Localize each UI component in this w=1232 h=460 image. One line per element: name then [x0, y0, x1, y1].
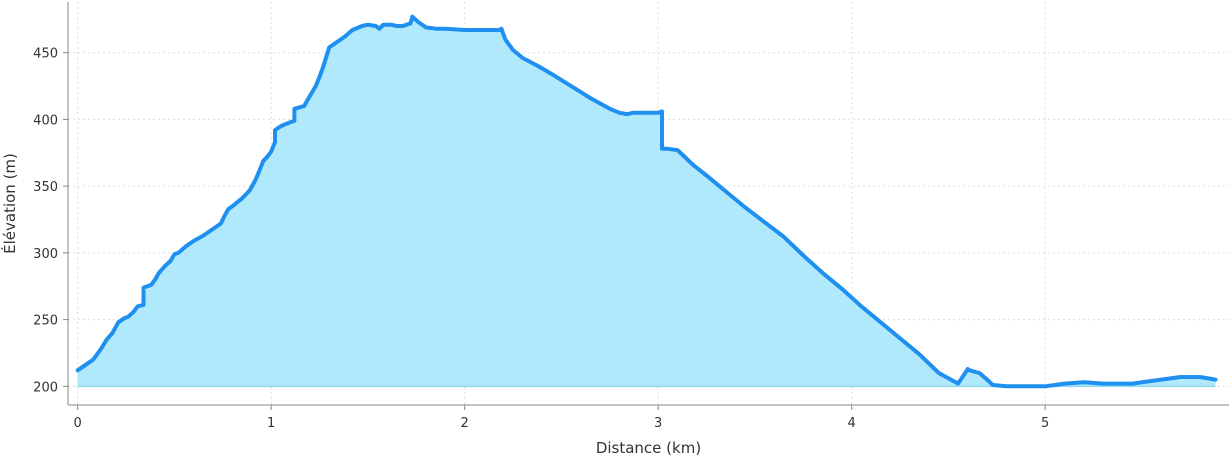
x-tick-label: 2: [461, 416, 469, 431]
x-tick-label: 1: [267, 416, 275, 431]
y-tick-label: 350: [33, 180, 58, 195]
y-tick-label: 450: [33, 47, 58, 62]
elevation-area: [75, 14, 1218, 389]
y-tick-label: 250: [33, 314, 58, 329]
x-tick-label: 5: [1041, 416, 1049, 431]
y-tick-label: 400: [33, 113, 58, 128]
x-axis-title: Distance (km): [596, 439, 701, 457]
y-tick-label: 200: [33, 380, 58, 395]
tick-labels: 0 1 2 3 4 5 200 250 300 350 400 450: [33, 47, 1049, 431]
x-tick-label: 3: [654, 416, 662, 431]
y-tick-label: 300: [33, 247, 58, 262]
elevation-line: [75, 14, 1218, 389]
x-tick-label: 0: [74, 416, 82, 431]
x-tick-label: 4: [848, 416, 856, 431]
elevation-fill: [77, 16, 1216, 387]
axes: [63, 2, 1229, 410]
y-axis-title: Élévation (m): [0, 153, 19, 254]
